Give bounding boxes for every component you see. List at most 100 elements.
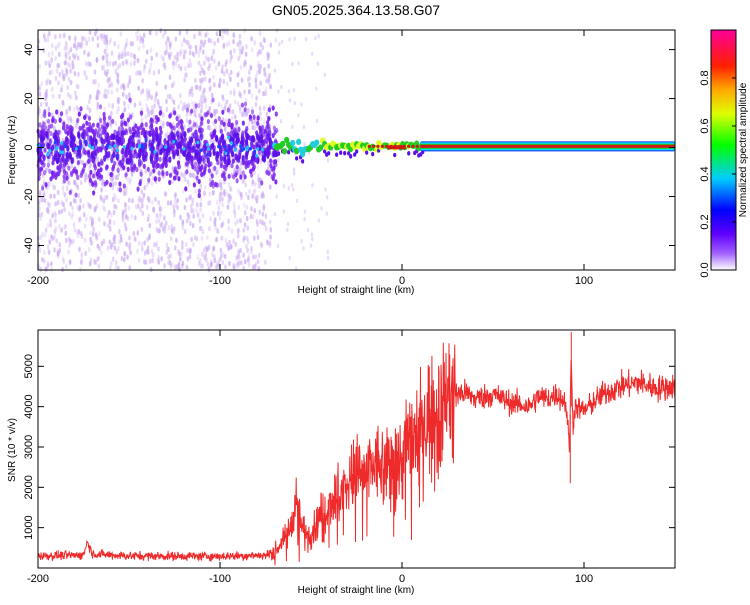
spectrogram-noise-speck	[282, 209, 286, 214]
spectrogram-noise-speck	[123, 47, 127, 53]
spectrogram-noise-speck	[48, 30, 51, 37]
spectrogram-noise-speck	[89, 230, 92, 236]
spectrogram-noise-speck	[264, 213, 268, 219]
spectrogram-noise-blob	[166, 140, 170, 147]
spectrogram-noise-speck	[127, 197, 131, 203]
spectrogram-noise-speck	[237, 188, 240, 194]
spectrogram-noise-blob	[243, 174, 247, 180]
spectrogram-noise-speck	[166, 93, 170, 99]
spectrogram-noise-blob	[194, 132, 198, 138]
spectrogram-noise-blob	[194, 149, 198, 157]
spectrogram-noise-speck	[179, 214, 182, 220]
spectrogram-noise-speck	[207, 57, 210, 63]
spectrogram-noise-speck	[269, 84, 272, 90]
spectrogram-noise-speck	[194, 188, 197, 195]
spectrogram-noise-speck	[292, 187, 295, 192]
spectrogram-noise-blob	[136, 186, 140, 192]
spectrogram-noise-blob	[200, 116, 204, 122]
spectrogram-noise-speck	[68, 105, 71, 111]
spectrogram-noise-speck	[310, 232, 314, 237]
spectrogram-noise-blob	[149, 154, 153, 162]
spectrogram-noise-blob	[159, 148, 163, 155]
spectrogram-noise-blob	[126, 117, 130, 123]
spectrogram-noise-speck	[157, 218, 161, 224]
spectrogram-noise-blob	[272, 172, 276, 178]
spectrogram-noise-speck	[223, 126, 227, 132]
spectrogram-noise-speck	[65, 108, 69, 115]
spectrogram-noise-blob	[79, 106, 83, 112]
spectrogram-noise-blob	[219, 119, 224, 125]
spectrogram-noise-blob	[220, 172, 224, 179]
spectrogram-noise-speck	[246, 239, 250, 245]
spectrogram-noise-speck	[79, 179, 83, 186]
spectrogram-noise-speck	[124, 213, 128, 220]
spectrogram-hotspot	[232, 143, 236, 147]
spectrogram-noise-blob	[241, 170, 245, 176]
spectrogram-noise-speck	[253, 208, 257, 214]
spectrogram-noise-blob	[77, 111, 81, 117]
spectrogram-noise-speck	[105, 45, 108, 51]
spectrogram-noise-blob	[274, 179, 278, 185]
spectrogram-noise-speck	[54, 226, 58, 232]
colorbar-gradient	[710, 29, 737, 271]
spectrogram-noise-speck	[315, 86, 318, 91]
spectrogram-noise-speck	[259, 241, 263, 247]
spectrogram-noise-speck	[164, 84, 168, 90]
spectrogram-noise-speck	[185, 117, 189, 123]
spectrogram-noise-speck	[63, 45, 67, 52]
spectrogram-noise-speck	[189, 62, 193, 68]
spectrogram-noise-speck	[64, 52, 67, 58]
spectrogram-noise-speck	[45, 80, 49, 86]
spectrogram-noise-speck	[158, 204, 162, 210]
spectrogram-noise-speck	[188, 91, 191, 98]
spectrogram-hotspot	[217, 144, 221, 149]
snr-y-tick-label: 4000	[23, 394, 35, 418]
spectrogram-noise-speck	[234, 241, 237, 247]
spectrogram-noise-speck	[123, 106, 127, 113]
spectrogram-noise-blob	[50, 150, 54, 157]
spectrogram-noise-blob	[125, 129, 129, 136]
spectrogram-noise-speck	[105, 58, 109, 64]
spectrogram-noise-speck	[226, 204, 230, 210]
spectrogram-noise-speck	[100, 33, 103, 39]
spectrogram-noise-speck	[243, 112, 246, 118]
spectrogram-noise-blob	[207, 168, 211, 174]
spectrogram-noise-speck	[157, 255, 161, 261]
spectrogram-noise-speck	[173, 55, 177, 61]
spectrogram-trace-sidelobe	[327, 151, 331, 156]
spectrogram-noise-blob	[45, 131, 49, 139]
spectrogram-noise-speck	[199, 98, 202, 104]
spectrogram-noise-speck	[71, 205, 74, 211]
spectrogram-noise-speck	[154, 92, 158, 98]
spectrogram-noise-speck	[254, 77, 258, 84]
spectrogram-noise-speck	[177, 104, 180, 110]
spectrogram-noise-speck	[232, 88, 236, 94]
spectrogram-noise-speck	[57, 51, 61, 58]
spectrogram-noise-speck	[76, 233, 80, 239]
spectrogram-noise-speck	[266, 51, 269, 57]
spectrogram-noise-blob	[70, 126, 74, 132]
spectrogram-noise-blob	[250, 109, 255, 115]
spectrogram-noise-blob	[128, 148, 132, 156]
spectrogram-noise-speck	[84, 172, 88, 179]
spectrogram-noise-speck	[213, 219, 216, 225]
spectrogram-noise-speck	[174, 61, 178, 67]
spectrogram-noise-blob	[117, 136, 122, 144]
spectrogram-hotspot	[144, 138, 148, 143]
spectrogram-noise-blob	[152, 168, 156, 174]
spectrogram-noise-speck	[224, 264, 227, 270]
spectrogram-noise-blob	[134, 130, 138, 138]
spectrogram-noise-field	[36, 28, 330, 273]
spectrogram-noise-speck	[230, 54, 233, 60]
spectrogram-noise-blob	[108, 182, 113, 188]
spectrogram-noise-speck	[221, 34, 224, 40]
spectrogram-noise-speck	[163, 263, 166, 269]
spectrogram-x-tick-label: 100	[575, 275, 593, 287]
spectrogram-noise-speck	[141, 77, 145, 84]
spectrogram-noise-speck	[191, 200, 194, 207]
spectrogram-noise-speck	[185, 72, 188, 78]
spectrogram-noise-speck	[219, 210, 223, 216]
spectrogram-noise-speck	[171, 83, 174, 89]
spectrogram-noise-blob	[125, 157, 129, 165]
